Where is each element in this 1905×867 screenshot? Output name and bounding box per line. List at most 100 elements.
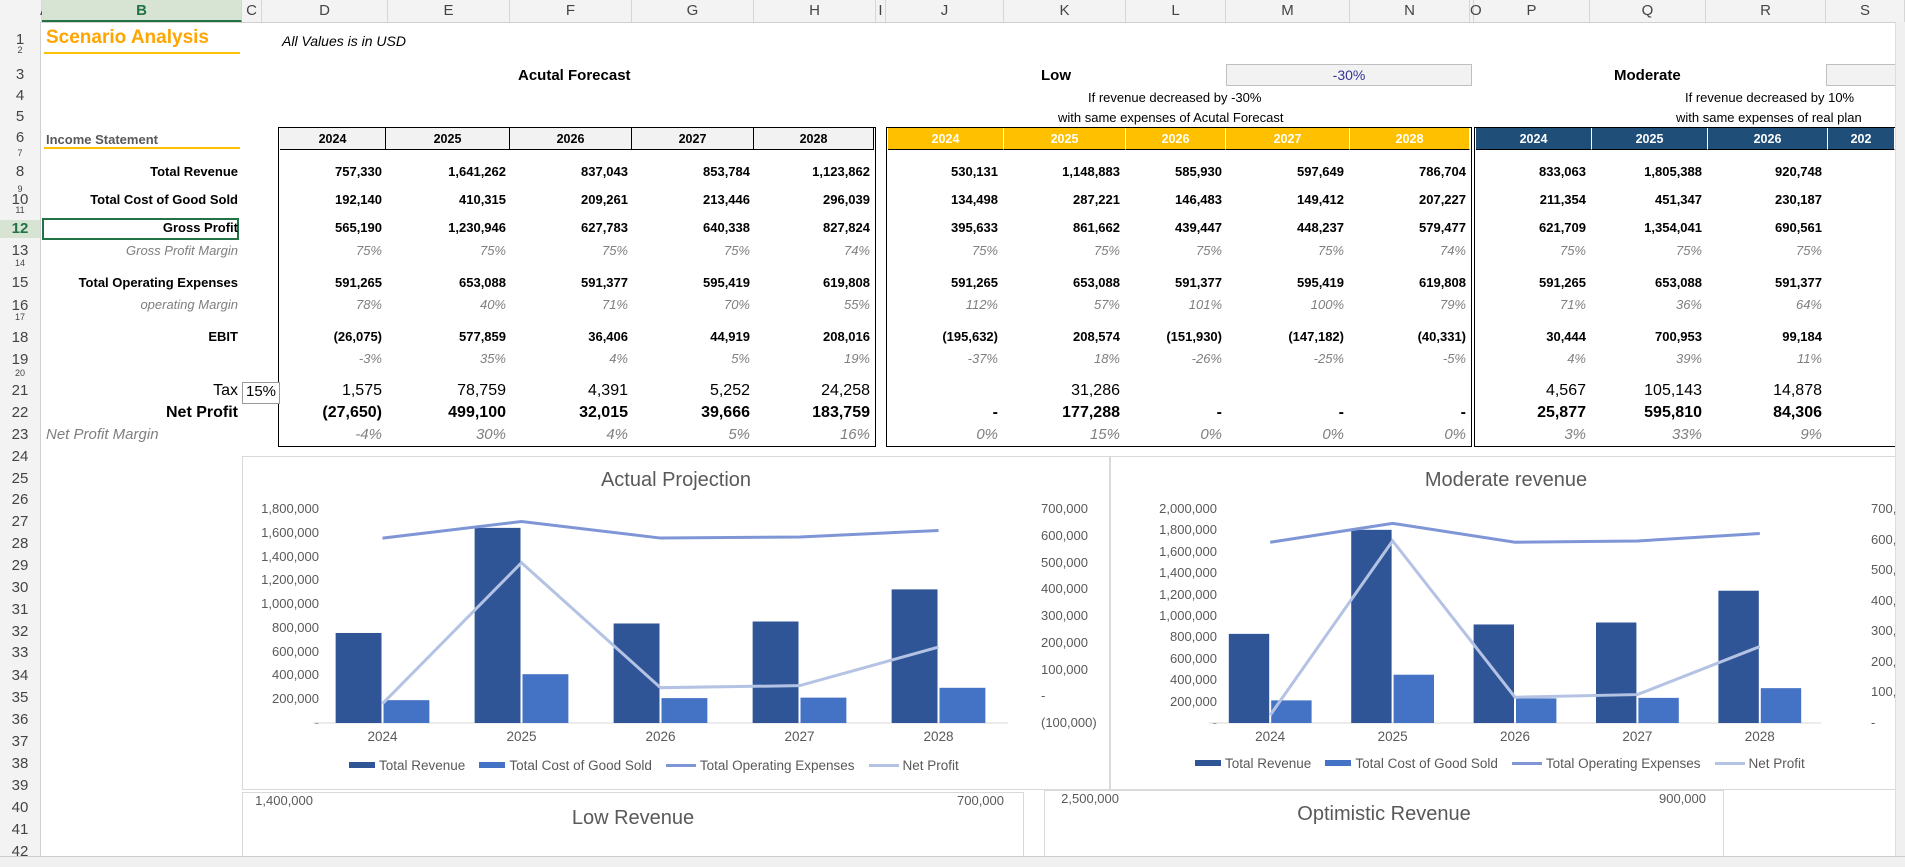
low-gross-profit-cell[interactable]: 579,477 (1419, 220, 1466, 235)
row-header-17[interactable]: 17 (14, 312, 25, 322)
actual-tax-cell[interactable]: 4,391 (587, 382, 628, 399)
moderate-year-3[interactable]: 202 (1828, 128, 1895, 150)
actual-total-revenue-cell[interactable]: 1,641,262 (448, 164, 506, 179)
row-header-21[interactable]: 21 (11, 382, 29, 399)
actual-tax-cell[interactable]: 1,575 (341, 382, 382, 399)
actual-op-margin-cell[interactable]: 78% (355, 297, 382, 312)
actual-net-profit-cell[interactable]: 183,759 (812, 404, 870, 421)
low-year-4[interactable]: 2028 (1350, 128, 1470, 150)
low-revenue-chart[interactable]: Low Revenue 1,400,000 700,000 (242, 792, 1024, 864)
actual-gross-margin-cell[interactable]: 75% (723, 243, 750, 258)
moderate-tax-cell[interactable]: 4,567 (1545, 382, 1586, 399)
low-ebit-margin-cell[interactable]: -37% (967, 351, 998, 366)
actual-gross-margin-cell[interactable]: 75% (479, 243, 506, 258)
column-header-l[interactable]: L (1126, 0, 1226, 22)
row-header-36[interactable]: 36 (11, 711, 29, 728)
moderate-total-revenue-cell[interactable]: 833,063 (1539, 164, 1586, 179)
moderate-tax-cell[interactable]: 105,143 (1644, 382, 1702, 399)
column-header-k[interactable]: K (1004, 0, 1126, 22)
actual-cogs-cell[interactable]: 410,315 (459, 192, 506, 207)
label-opex[interactable]: Total Operating Expenses (78, 275, 238, 290)
moderate-ebit-margin-cell[interactable]: 11% (1796, 351, 1822, 366)
moderate-gross-margin-cell[interactable]: 75% (1675, 243, 1702, 258)
moderate-cogs-cell[interactable]: 211,354 (1539, 192, 1586, 207)
sheet-title[interactable]: Scenario Analysis (46, 27, 209, 48)
moderate-opex-cell[interactable]: 591,265 (1539, 275, 1586, 290)
actual-ebit-cell[interactable]: 577,859 (459, 329, 506, 344)
label-net-margin[interactable]: Net Profit Margin (46, 426, 159, 443)
low-opex-cell[interactable]: 595,419 (1297, 275, 1344, 290)
actual-op-margin-cell[interactable]: 40% (479, 297, 506, 312)
column-header-j[interactable]: J (886, 0, 1004, 22)
moderate-net-margin-cell[interactable]: 9% (1800, 426, 1822, 443)
moderate-gross-profit-cell[interactable]: 690,561 (1775, 220, 1822, 235)
actual-net-margin-cell[interactable]: 4% (606, 426, 628, 443)
row-header-7[interactable]: 7 (17, 148, 23, 158)
row-header-5[interactable]: 5 (15, 108, 25, 125)
low-tax-cell[interactable]: 31,286 (1071, 382, 1120, 399)
row-header-35[interactable]: 35 (11, 689, 29, 706)
row-header-19[interactable]: 19 (11, 351, 29, 368)
actual-ebit-cell[interactable]: 36,406 (588, 329, 628, 344)
low-gross-margin-cell[interactable]: 75% (1317, 243, 1344, 258)
actual-cogs-cell[interactable]: 192,140 (335, 192, 382, 207)
row-header-28[interactable]: 28 (11, 535, 29, 552)
row-header-12[interactable]: 12 (0, 220, 40, 238)
label-gross-margin[interactable]: Gross Profit Margin (126, 243, 238, 258)
row-header-33[interactable]: 33 (11, 644, 29, 661)
row-header-6[interactable]: 6 (15, 129, 25, 146)
row-header-37[interactable]: 37 (11, 733, 29, 750)
low-ebit-margin-cell[interactable]: -26% (1191, 351, 1222, 366)
low-ebit-cell[interactable]: (147,182) (1288, 329, 1344, 344)
low-cogs-cell[interactable]: 207,227 (1419, 192, 1466, 207)
low-gross-profit-cell[interactable]: 439,447 (1175, 220, 1222, 235)
actual-net-margin-cell[interactable]: -4% (355, 426, 382, 443)
low-heading[interactable]: Low (1041, 67, 1071, 84)
low-gross-profit-cell[interactable]: 395,633 (951, 220, 998, 235)
actual-ebit-margin-cell[interactable]: 35% (479, 351, 506, 366)
row-header-9[interactable]: 9 (17, 184, 23, 194)
low-net-margin-cell[interactable]: 0% (1322, 426, 1344, 443)
label-total-revenue[interactable]: Total Revenue (150, 164, 238, 179)
actual-total-revenue-cell[interactable]: 1,123,862 (812, 164, 870, 179)
actual-ebit-cell[interactable]: 44,919 (710, 329, 750, 344)
row-header-34[interactable]: 34 (11, 667, 29, 684)
row-header-16[interactable]: 16 (11, 297, 29, 314)
actual-ebit-margin-cell[interactable]: 4% (609, 351, 628, 366)
label-cogs[interactable]: Total Cost of Good Sold (90, 192, 238, 207)
actual-tax-cell[interactable]: 5,252 (709, 382, 750, 399)
column-header-d[interactable]: D (262, 0, 388, 22)
column-header-b[interactable]: B (42, 0, 242, 22)
actual-gross-profit-cell[interactable]: 640,338 (703, 220, 750, 235)
moderate-opex-cell[interactable]: 591,377 (1775, 275, 1822, 290)
moderate-gross-profit-cell[interactable]: 1,354,041 (1644, 220, 1702, 235)
row-header-39[interactable]: 39 (11, 777, 29, 794)
low-gross-margin-cell[interactable]: 74% (1439, 243, 1466, 258)
actual-net-margin-cell[interactable]: 5% (728, 426, 750, 443)
actual-ebit-cell[interactable]: (26,075) (333, 329, 382, 344)
actual-net-profit-cell[interactable]: 499,100 (448, 404, 506, 421)
low-cogs-cell[interactable]: 146,483 (1175, 192, 1222, 207)
actual-gross-profit-cell[interactable]: 627,783 (581, 220, 628, 235)
vertical-scrollbar[interactable] (1895, 22, 1905, 856)
moderate-year-2[interactable]: 2026 (1708, 128, 1828, 150)
column-header-i[interactable]: I (876, 0, 886, 22)
low-gross-margin-cell[interactable]: 75% (971, 243, 998, 258)
moderate-gross-profit-cell[interactable]: 621,709 (1539, 220, 1586, 235)
actual-tax-cell[interactable]: 24,258 (821, 382, 870, 399)
actual-op-margin-cell[interactable]: 55% (843, 297, 870, 312)
low-total-revenue-cell[interactable]: 597,649 (1297, 164, 1344, 179)
low-year-0[interactable]: 2024 (888, 128, 1004, 150)
low-net-margin-cell[interactable]: 0% (1200, 426, 1222, 443)
column-header-r[interactable]: R (1706, 0, 1826, 22)
moderate-ebit-margin-cell[interactable]: 39% (1675, 351, 1702, 366)
low-pct-input[interactable]: -30% (1226, 64, 1472, 86)
low-op-margin-cell[interactable]: 112% (965, 297, 998, 312)
column-header-s[interactable]: S (1826, 0, 1905, 22)
sheet-tab-bar[interactable] (0, 856, 1905, 867)
low-total-revenue-cell[interactable]: 585,930 (1175, 164, 1222, 179)
column-header-m[interactable]: M (1226, 0, 1350, 22)
low-net-profit-cell[interactable]: - (992, 404, 998, 421)
low-cogs-cell[interactable]: 149,412 (1297, 192, 1344, 207)
actual-gross-profit-cell[interactable]: 1,230,946 (448, 220, 506, 235)
